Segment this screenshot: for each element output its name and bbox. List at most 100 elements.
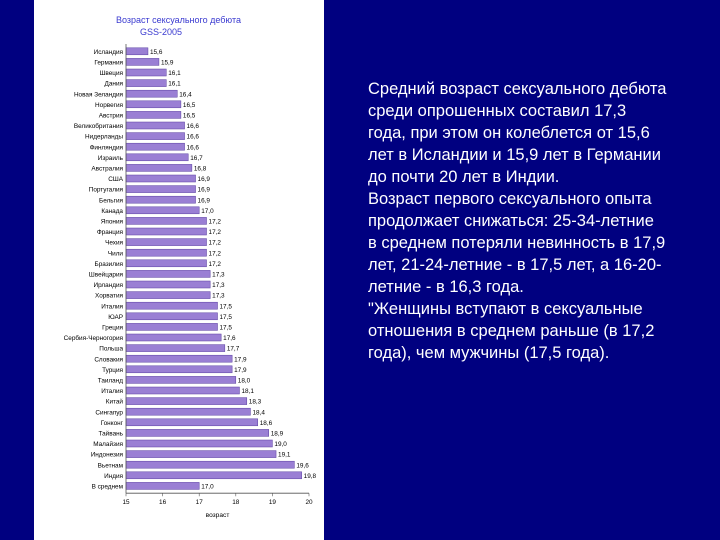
category-label: Италия: [101, 303, 123, 310]
bar: [125, 174, 196, 183]
data-label: 17,0: [201, 208, 214, 215]
bar: [125, 344, 226, 352]
data-label: 17,3: [212, 272, 225, 279]
category-label: Япония: [101, 219, 124, 226]
category-label: Швеция: [100, 70, 124, 77]
bar: [125, 100, 182, 109]
data-label: 16,8: [194, 166, 207, 173]
data-label: 18,9: [271, 431, 284, 438]
bar: [125, 58, 160, 66]
x-tick-label: 19: [269, 499, 277, 506]
category-label: Германия: [94, 60, 123, 67]
category-label: Великобритания: [74, 122, 124, 130]
bar-chart: Исландия 15,6 Германия 15,9 Швеция 16,1 Дания 1…: [64, 44, 317, 519]
data-label: 18,4: [252, 409, 265, 416]
category-label: Греция: [102, 325, 123, 332]
category-label: ЮАР: [108, 314, 123, 321]
bar: [125, 376, 237, 384]
text-line: в среднем потеряли невинность в 17,9: [368, 234, 666, 252]
bar: [125, 397, 248, 405]
bar: [125, 121, 185, 130]
bar: [125, 195, 196, 204]
data-label: 16,9: [198, 197, 211, 204]
bar: [125, 386, 240, 395]
category-label: Австралия: [91, 166, 123, 173]
category-label: Финляндия: [90, 144, 124, 151]
category-label: Новая Зеландия: [74, 91, 124, 98]
category-label: Индия: [104, 473, 123, 480]
data-label: 16,5: [183, 102, 196, 109]
bar: [125, 323, 218, 331]
bar: [125, 153, 189, 162]
text-line: среди опрошенных составил 17,3: [368, 102, 627, 120]
description-text: Средний возраст сексуального дебюта сред…: [368, 78, 698, 364]
category-label: Китай: [106, 398, 124, 406]
bar: [125, 482, 200, 490]
category-label: В среднем: [92, 484, 123, 491]
data-label: 16,6: [187, 134, 200, 141]
data-label: 17,2: [209, 240, 222, 247]
bar: [125, 217, 207, 225]
data-label: 16,6: [187, 123, 200, 130]
bar: [125, 333, 222, 342]
data-label: 17,2: [209, 219, 222, 226]
text-line: лет в Исландии и 15,9 лет в Германии: [368, 146, 661, 164]
bar: [125, 418, 259, 427]
data-label: 16,9: [198, 176, 211, 183]
text-line: Возраст первого сексуального опыта: [368, 190, 652, 208]
data-label: 17,5: [220, 303, 233, 310]
data-label: 15,9: [161, 60, 174, 67]
data-label: 19,1: [278, 452, 291, 459]
bar: [125, 227, 207, 236]
bar: [125, 111, 182, 119]
x-tick-label: 18: [232, 499, 240, 506]
data-label: 17,2: [209, 250, 222, 257]
bar: [125, 238, 207, 246]
bar: [125, 407, 251, 416]
data-label: 17,5: [220, 314, 233, 321]
category-label: Ирландия: [93, 282, 123, 289]
bar: [125, 280, 211, 289]
data-label: 16,6: [187, 144, 200, 151]
bar: [125, 365, 233, 374]
bar: [125, 206, 200, 215]
category-label: Вьетнам: [98, 462, 123, 469]
category-label: Сингапур: [95, 409, 123, 416]
text-line: года), чем мужчины (17,5 года).: [368, 344, 610, 362]
data-label: 19,8: [304, 473, 317, 480]
bar: [125, 185, 196, 193]
category-label: Бельгия: [99, 197, 123, 204]
category-label: Израиль: [98, 155, 124, 162]
category-label: Швейцария: [89, 271, 124, 279]
category-label: Бразилия: [95, 261, 124, 268]
bar: [125, 291, 211, 299]
data-label: 17,9: [234, 356, 247, 363]
category-label: Италия: [101, 388, 123, 395]
data-label: 19,6: [296, 462, 309, 469]
data-label: 16,1: [168, 81, 181, 88]
bar: [125, 270, 211, 278]
bar: [125, 164, 193, 172]
chart-subtitle: GSS-2005: [140, 27, 183, 37]
chart-panel: Возраст сексуального дебюта GSS-2005 Исл…: [34, 0, 324, 540]
category-label: Сербия-Черногория: [64, 334, 124, 342]
text-line: летние - в 16,3 года.: [368, 278, 524, 296]
data-label: 17,5: [220, 325, 233, 332]
text-line: "Женщины вступают в сексуальные: [368, 300, 643, 318]
data-label: 18,3: [249, 399, 262, 406]
data-label: 18,1: [241, 388, 254, 395]
bar: [125, 47, 149, 56]
category-label: Нидерланды: [85, 134, 123, 141]
data-label: 16,7: [190, 155, 203, 162]
category-label: Дания: [105, 81, 124, 88]
data-label: 17,7: [227, 346, 240, 353]
data-label: 15,6: [150, 49, 163, 56]
data-label: 17,3: [212, 282, 225, 289]
bar: [125, 471, 302, 480]
category-label: Индонезия: [91, 452, 124, 459]
data-label: 16,1: [168, 70, 181, 77]
data-label: 17,2: [209, 229, 222, 236]
x-axis-label: возраст: [206, 512, 230, 519]
category-label: Чехия: [105, 240, 123, 247]
data-label: 16,5: [183, 113, 196, 120]
